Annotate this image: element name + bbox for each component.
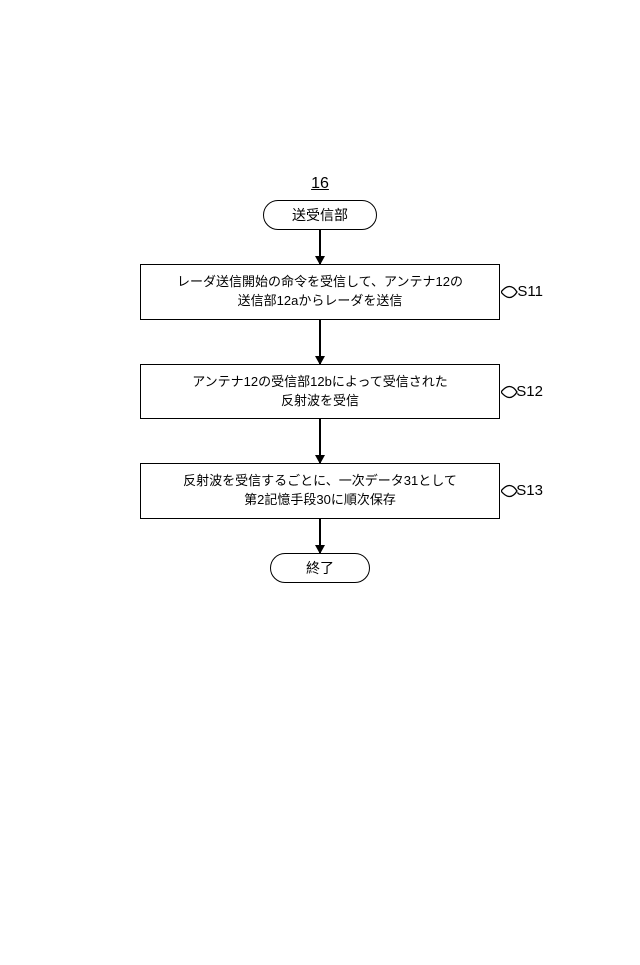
start-terminal-text: 送受信部 [292, 207, 348, 223]
start-terminal: 16 送受信部 [263, 200, 377, 230]
top-ref-label: 16 [311, 175, 329, 193]
arrow-start-s11 [319, 230, 321, 264]
arrow-s11-s12 [319, 320, 321, 364]
process-s13-text: 反射波を受信するごとに、一次データ31として第2記憶手段30に順次保存 [183, 473, 457, 507]
process-s11: レーダ送信開始の命令を受信して、アンテナ12の送信部12aからレーダを送信 S1… [140, 264, 500, 320]
end-terminal: 終了 [270, 553, 370, 583]
process-s12-label: S12 [516, 381, 543, 403]
process-s11-text: レーダ送信開始の命令を受信して、アンテナ12の送信部12aからレーダを送信 [177, 274, 463, 308]
process-s13: 反射波を受信するごとに、一次データ31として第2記憶手段30に順次保存 S13 [140, 463, 500, 519]
process-s11-label: S11 [517, 281, 543, 303]
end-terminal-text: 終了 [306, 560, 334, 576]
arrow-s12-s13 [319, 419, 321, 463]
curve-connector-icon [501, 281, 519, 303]
process-s12-text: アンテナ12の受信部12bによって受信された反射波を受信 [192, 374, 448, 408]
arrow-s13-end [319, 519, 321, 553]
process-s12: アンテナ12の受信部12bによって受信された反射波を受信 S12 [140, 364, 500, 420]
process-s13-label: S13 [516, 480, 543, 502]
flowchart-container: 16 送受信部 レーダ送信開始の命令を受信して、アンテナ12の送信部12aからレ… [140, 200, 500, 583]
